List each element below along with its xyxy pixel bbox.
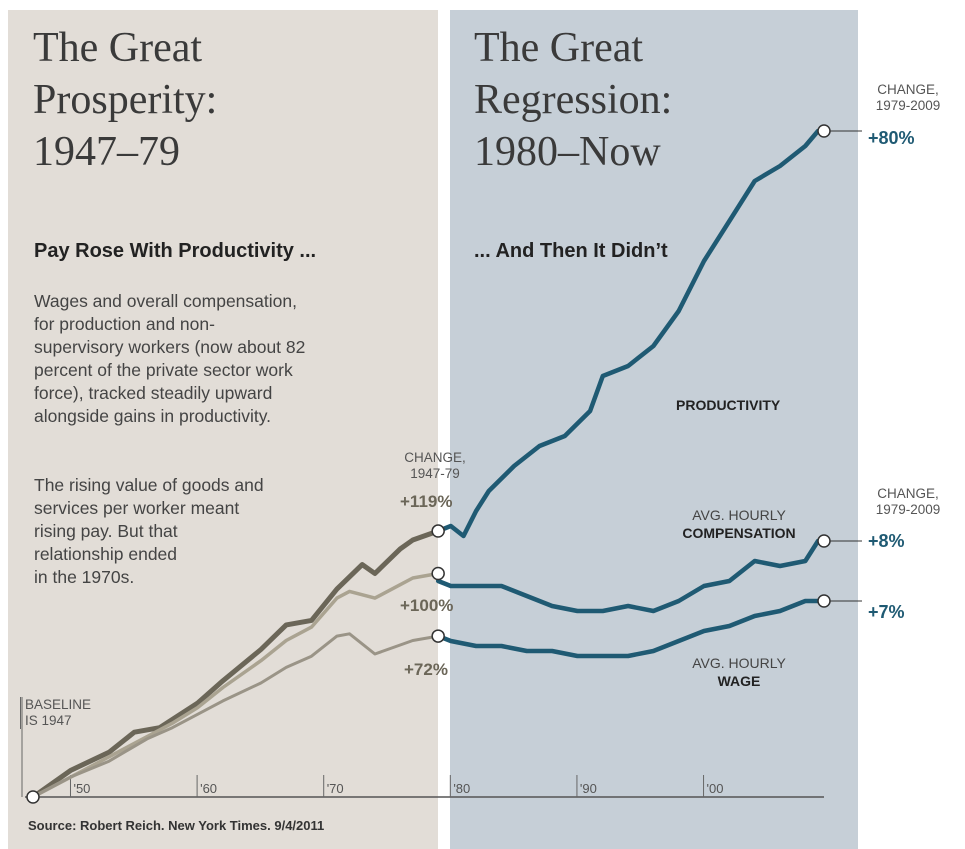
x-axis-ticks: '50 '60 '70 '80 '90 '00 [69, 775, 724, 797]
paragraph-2-line: in the 1970s. [34, 567, 135, 587]
prosperity-title: The Great Prosperity: 1947–79 [33, 22, 217, 178]
productivity-series-label: PRODUCTIVITY [676, 397, 781, 413]
productivity-1979-marker [431, 524, 445, 538]
compensation-1979-2009-value-label: +8% [868, 531, 905, 551]
change-label-line-1: CHANGE, [404, 450, 466, 465]
paragraph-2-line: rising pay. But that [34, 521, 178, 541]
x-tick-label: '60 [200, 781, 217, 796]
change-1979-2009-label-top: CHANGE, 1979-2009 [858, 82, 958, 114]
prosperity-title-line-3: 1947–79 [33, 129, 180, 175]
x-tick-label: '70 [327, 781, 344, 796]
source-credit: Source: Robert Reich. New York Times. 9/… [28, 818, 325, 833]
paragraph-2-line: services per worker meant [34, 498, 240, 518]
change-1947-79-label: CHANGE, 1947-79 [398, 450, 472, 482]
wage-label-line-1: AVG. HOURLY [692, 655, 786, 671]
avg-hourly-compensation-line-1979-2009 [435, 538, 821, 614]
change-label-line-1: CHANGE, [877, 82, 939, 97]
prosperity-paragraph-1: Wages and overall compensation, for prod… [34, 290, 374, 428]
avg-hourly-compensation-line-1947-1979 [31, 571, 440, 799]
productivity-2009-marker [817, 124, 831, 138]
productivity-line-1947-1979 [30, 528, 441, 800]
paragraph-1-line: Wages and overall compensation, [34, 291, 297, 311]
baseline-label-line-1: BASELINE [25, 697, 92, 712]
paragraph-2-line: The rising value of goods and [34, 475, 264, 495]
wage-label-line-2: WAGE [717, 673, 761, 689]
series-lines [30, 128, 821, 800]
regression-title-line-2: Regression: [474, 77, 673, 123]
change-1979-2009-label-mid: CHANGE, 1979-2009 [858, 486, 958, 518]
x-tick-label: '50 [73, 781, 90, 796]
productivity-1947-79-value-label: +119% [400, 492, 453, 511]
endpoint-markers [26, 124, 831, 804]
paragraph-1-line: supervisory workers (now about 82 [34, 337, 306, 357]
compensation-series-label: AVG. HOURLY COMPENSATION [668, 506, 810, 542]
prosperity-panel-background [8, 10, 438, 849]
baseline-label-line-2: IS 1947 [25, 713, 72, 728]
wage-series-label: AVG. HOURLY WAGE [676, 654, 802, 690]
regression-title: The Great Regression: 1980–Now [474, 22, 672, 178]
baseline-origin-marker [26, 790, 40, 804]
avg-hourly-compensation-1979-marker [431, 566, 445, 581]
avg-hourly-wage-line-1947-1979 [31, 632, 440, 799]
regression-subhead: ... And Then It Didn’t [474, 240, 668, 262]
x-tick-label: '80 [453, 781, 470, 796]
compensation-label-line-2: COMPENSATION [682, 525, 796, 541]
x-tick-label: '90 [580, 781, 597, 796]
x-tick-label: '00 [707, 781, 724, 796]
compensation-label-line-1: AVG. HOURLY [692, 507, 786, 523]
change-label-line-2: 1979-2009 [875, 98, 941, 113]
paragraph-1-line: force), tracked steadily upward [34, 383, 273, 403]
prosperity-title-line-2: Prosperity: [33, 77, 218, 123]
avg-hourly-wage-1979-marker [431, 629, 445, 643]
paragraph-1-line: alongside gains in productivity. [34, 406, 272, 426]
avg-hourly-wage-2009-marker [817, 594, 831, 608]
productivity-1979-2009-value-label: +80% [868, 128, 915, 148]
prosperity-title-line-1: The Great [33, 25, 203, 71]
wage-1947-79-value-label: +72% [404, 660, 448, 679]
avg-hourly-compensation-2009-marker [817, 534, 831, 548]
paragraph-1-line: percent of the private sector work [34, 360, 293, 380]
paragraph-1-line: for production and non- [34, 314, 215, 334]
regression-title-line-3: 1980–Now [474, 129, 661, 175]
change-label-line-2: 1947-79 [410, 466, 460, 481]
paragraph-2-line: relationship ended [34, 544, 178, 564]
productivity-line-1979-2009 [435, 128, 821, 539]
regression-title-line-1: The Great [474, 25, 644, 71]
change-label-line-2: 1979-2009 [875, 502, 941, 517]
regression-panel-background [450, 10, 858, 849]
compensation-1947-79-value-label: +100% [400, 596, 454, 615]
prosperity-subhead: Pay Rose With Productivity ... [34, 240, 317, 262]
avg-hourly-wage-line-1979-2009 [435, 598, 821, 659]
change-label-line-1: CHANGE, [877, 486, 939, 501]
baseline-label: BASELINE IS 1947 [20, 697, 91, 729]
wage-1979-2009-value-label: +7% [868, 602, 905, 622]
value-label-connectors [830, 130, 862, 602]
prosperity-paragraph-2: The rising value of goods and services p… [34, 474, 374, 589]
